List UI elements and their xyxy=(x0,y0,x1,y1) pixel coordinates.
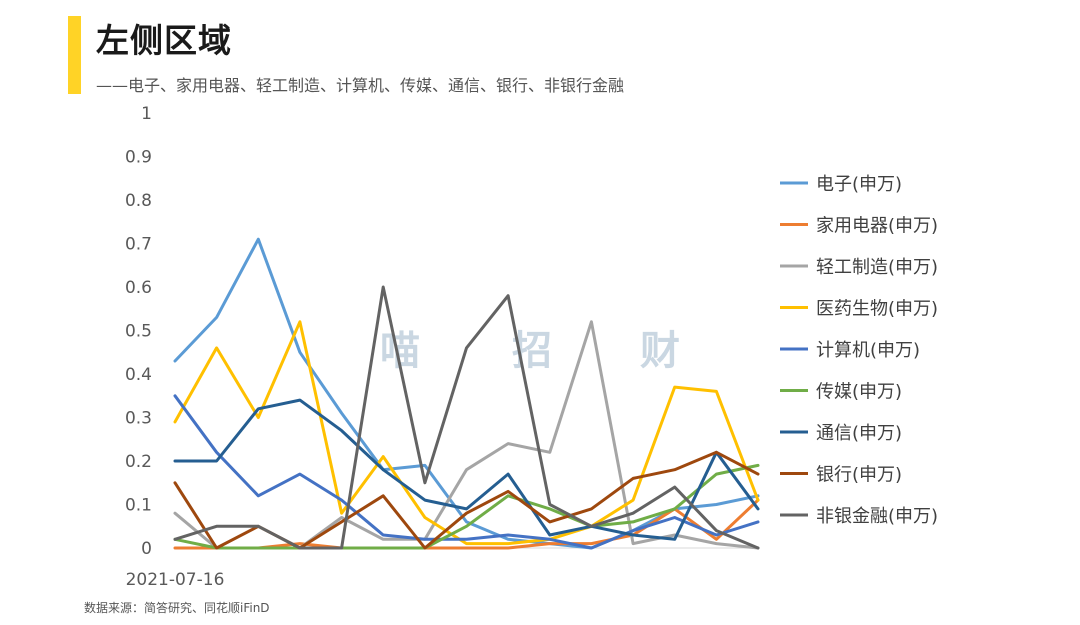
y-tick-label: 1 xyxy=(141,104,152,124)
y-tick-label: 0.2 xyxy=(125,452,152,472)
legend-label: 计算机(申万) xyxy=(816,340,920,361)
page-subtitle: ——电子、家用电器、轻工制造、计算机、传媒、通信、银行、非银行金融 xyxy=(96,76,625,95)
series-line-8 xyxy=(173,450,760,550)
legend-label: 银行(申万) xyxy=(816,465,902,486)
legend-label: 非银金融(申万) xyxy=(816,506,938,527)
y-tick-label: 0.3 xyxy=(125,409,152,429)
y-tick-label: 0.8 xyxy=(125,191,152,211)
y-tick-label: 0.1 xyxy=(125,496,152,516)
chart-axes: 0 0.1 0.2 0.3 0.4 0.5 0.6 0.7 0.8 0.9 1 2021-07-16 xyxy=(125,104,758,590)
y-tick-label: 0.6 xyxy=(125,278,152,298)
legend-label: 轻工制造(申万) xyxy=(816,257,938,278)
x-tick-label: 2021-07-16 xyxy=(126,570,225,590)
y-tick-label: 0.5 xyxy=(125,322,152,342)
legend-label: 家用电器(申万) xyxy=(816,216,938,237)
chart-series xyxy=(173,237,760,550)
data-source-note: 数据来源：简答研究、同花顺iFinD xyxy=(84,601,270,615)
series-line-6 xyxy=(173,463,760,550)
y-tick-label: 0.4 xyxy=(125,365,152,385)
legend-label: 医药生物(申万) xyxy=(816,299,938,320)
watermark-char-3: 财 xyxy=(640,328,680,374)
series-line-1 xyxy=(173,237,760,550)
legend-label: 电子(申万) xyxy=(816,174,902,195)
title-accent-bar xyxy=(68,16,81,94)
series-line-4 xyxy=(173,320,760,546)
series-line-7 xyxy=(173,398,760,541)
y-tick-label: 0.9 xyxy=(125,148,152,168)
series-line-9 xyxy=(173,285,760,550)
page-title: 左侧区域 xyxy=(96,21,232,60)
y-tick-label: 0 xyxy=(141,539,152,559)
series-line-5 xyxy=(173,394,760,550)
legend-label: 传媒(申万) xyxy=(816,382,902,403)
y-tick-label: 0.7 xyxy=(125,235,152,255)
legend-label: 通信(申万) xyxy=(816,423,902,444)
chart-legend: 电子(申万) 家用电器(申万) 轻工制造(申万) 医药生物(申万) 计算机(申万) 传媒(… xyxy=(780,174,938,527)
